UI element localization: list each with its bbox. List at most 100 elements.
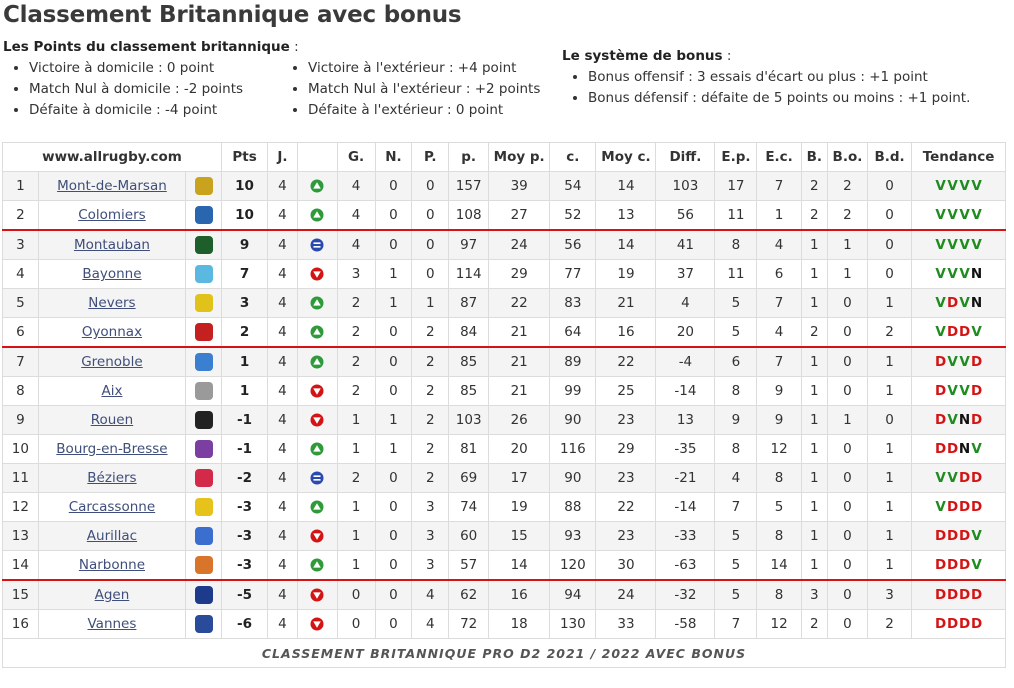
- result-letter: V: [935, 324, 946, 340]
- diff-cell: 37: [655, 259, 716, 289]
- mpa-cell: 14: [595, 229, 657, 260]
- bo-cell: 0: [826, 434, 868, 464]
- trend-cell: [296, 376, 338, 406]
- ep-cell: 4: [714, 463, 758, 493]
- g-cell: 0: [336, 579, 376, 610]
- ep-cell: 6: [714, 346, 758, 377]
- result-letter: D: [970, 383, 983, 399]
- table-row: 6 Oyonnax 2 4 2 0 2 84 21 64 16 20 5 4 2 0 2 VDDV: [2, 317, 1006, 348]
- result-letter: D: [946, 557, 959, 573]
- result-letter: V: [947, 354, 958, 370]
- table-header-row: www.allrugby.com Pts J. G. N. P. p. Moy …: [2, 142, 1006, 172]
- ep-cell: 17: [714, 171, 758, 201]
- trend-cell: [296, 405, 338, 435]
- result-letter: D: [970, 412, 983, 428]
- diff-cell: -21: [655, 463, 716, 493]
- result-letter: D: [970, 587, 983, 603]
- team-cell: Bourg-en-Bresse: [37, 434, 187, 464]
- table-row: 1 Mont-de-Marsan 10 4 4 0 0 157 39 54 14 103 17 7 2 2 0 V…: [2, 171, 1006, 201]
- bd-cell: 1: [866, 376, 913, 406]
- rule-item: Match Nul à l'extérieur : +2 points: [308, 79, 540, 100]
- diff-cell: -14: [655, 376, 716, 406]
- rule-item: Victoire à domicile : 0 point: [29, 58, 299, 79]
- team-link[interactable]: Oyonnax: [81, 324, 143, 340]
- result-letter: V: [971, 557, 982, 573]
- team-link[interactable]: Narbonne: [78, 557, 146, 573]
- trend-cell: [296, 521, 338, 551]
- team-link[interactable]: Colomiers: [78, 207, 146, 223]
- trend-up-icon: [310, 355, 324, 369]
- ec-cell: 8: [756, 521, 802, 551]
- b-cell: 2: [800, 609, 828, 639]
- pts-cell: 9: [220, 229, 269, 260]
- mpf-cell: 21: [488, 376, 551, 406]
- p-cell: 2: [411, 434, 450, 464]
- ec-cell: 4: [756, 317, 802, 348]
- j-cell: 4: [267, 229, 298, 260]
- result-letter: V: [959, 237, 970, 253]
- table-row: 15 Agen -5 4 0 0 4 62 16 94 24 -32 5 8 3 0 3 DDDD: [2, 579, 1006, 610]
- result-letter: N: [958, 441, 971, 457]
- mpf-cell: 20: [488, 434, 551, 464]
- team-link[interactable]: Carcassonne: [68, 499, 156, 515]
- logo-bourg-en-bresse-icon: [194, 440, 213, 458]
- trend-up-icon: [310, 296, 324, 310]
- ep-cell: 5: [714, 579, 758, 610]
- team-link[interactable]: Mont-de-Marsan: [57, 178, 167, 194]
- n-cell: 0: [374, 317, 413, 348]
- rank-cell: 12: [2, 492, 39, 522]
- trend-cell: [296, 550, 338, 581]
- team-cell: Aix: [37, 376, 187, 406]
- bd-cell: 0: [866, 259, 913, 289]
- mpa-cell: 33: [595, 609, 657, 639]
- ep-cell: 5: [714, 288, 758, 318]
- j-cell: 4: [267, 405, 298, 435]
- caption-row: CLASSEMENT BRITANNIQUE PRO D2 2021 / 202…: [2, 638, 1006, 668]
- ec-cell: 5: [756, 492, 802, 522]
- bo-cell: 0: [826, 317, 868, 348]
- pf-cell: 74: [448, 492, 490, 522]
- team-link[interactable]: Bourg-en-Bresse: [56, 441, 168, 457]
- rank-cell: 11: [2, 463, 39, 493]
- team-link[interactable]: Rouen: [90, 412, 134, 428]
- logo-beziers-icon: [194, 469, 213, 487]
- p-cell: 3: [411, 492, 450, 522]
- rule-item: Défaite à domicile : -4 point: [29, 100, 299, 121]
- tendance-cell: DDNV: [911, 434, 1006, 464]
- trend-cell: [296, 434, 338, 464]
- col-header-j: J.: [267, 142, 298, 172]
- trend-cell: [296, 288, 338, 318]
- pa-cell: 93: [549, 521, 597, 551]
- team-link[interactable]: Agen: [94, 587, 130, 603]
- team-link[interactable]: Grenoble: [81, 354, 143, 370]
- ep-cell: 7: [714, 609, 758, 639]
- team-link[interactable]: Béziers: [87, 470, 137, 486]
- pa-cell: 90: [549, 463, 597, 493]
- team-link[interactable]: Aix: [101, 383, 123, 399]
- bd-cell: 0: [866, 200, 913, 231]
- result-letter: V: [947, 237, 958, 253]
- bo-cell: 0: [826, 463, 868, 493]
- result-letter: V: [947, 207, 958, 223]
- team-link[interactable]: Bayonne: [82, 266, 142, 282]
- pa-cell: 99: [549, 376, 597, 406]
- ep-cell: 11: [714, 259, 758, 289]
- trend-up-icon: [310, 325, 324, 339]
- logo-cell: [185, 376, 222, 406]
- trend-same-icon: [310, 471, 324, 485]
- team-link[interactable]: Montauban: [73, 237, 150, 253]
- team-link[interactable]: Aurillac: [86, 528, 138, 544]
- team-cell: Aurillac: [37, 521, 187, 551]
- logo-carcassonne-icon: [194, 498, 213, 516]
- p-cell: 2: [411, 346, 450, 377]
- team-link[interactable]: Vannes: [87, 616, 137, 632]
- result-letter: D: [958, 557, 971, 573]
- col-header-pts: Pts: [220, 142, 269, 172]
- pts-cell: -5: [220, 579, 269, 610]
- tendance-cell: VDDD: [911, 492, 1006, 522]
- b-cell: 2: [800, 317, 828, 348]
- result-letter: D: [946, 528, 959, 544]
- trend-cell: [296, 609, 338, 639]
- team-link[interactable]: Nevers: [88, 295, 136, 311]
- pf-cell: 81: [448, 434, 490, 464]
